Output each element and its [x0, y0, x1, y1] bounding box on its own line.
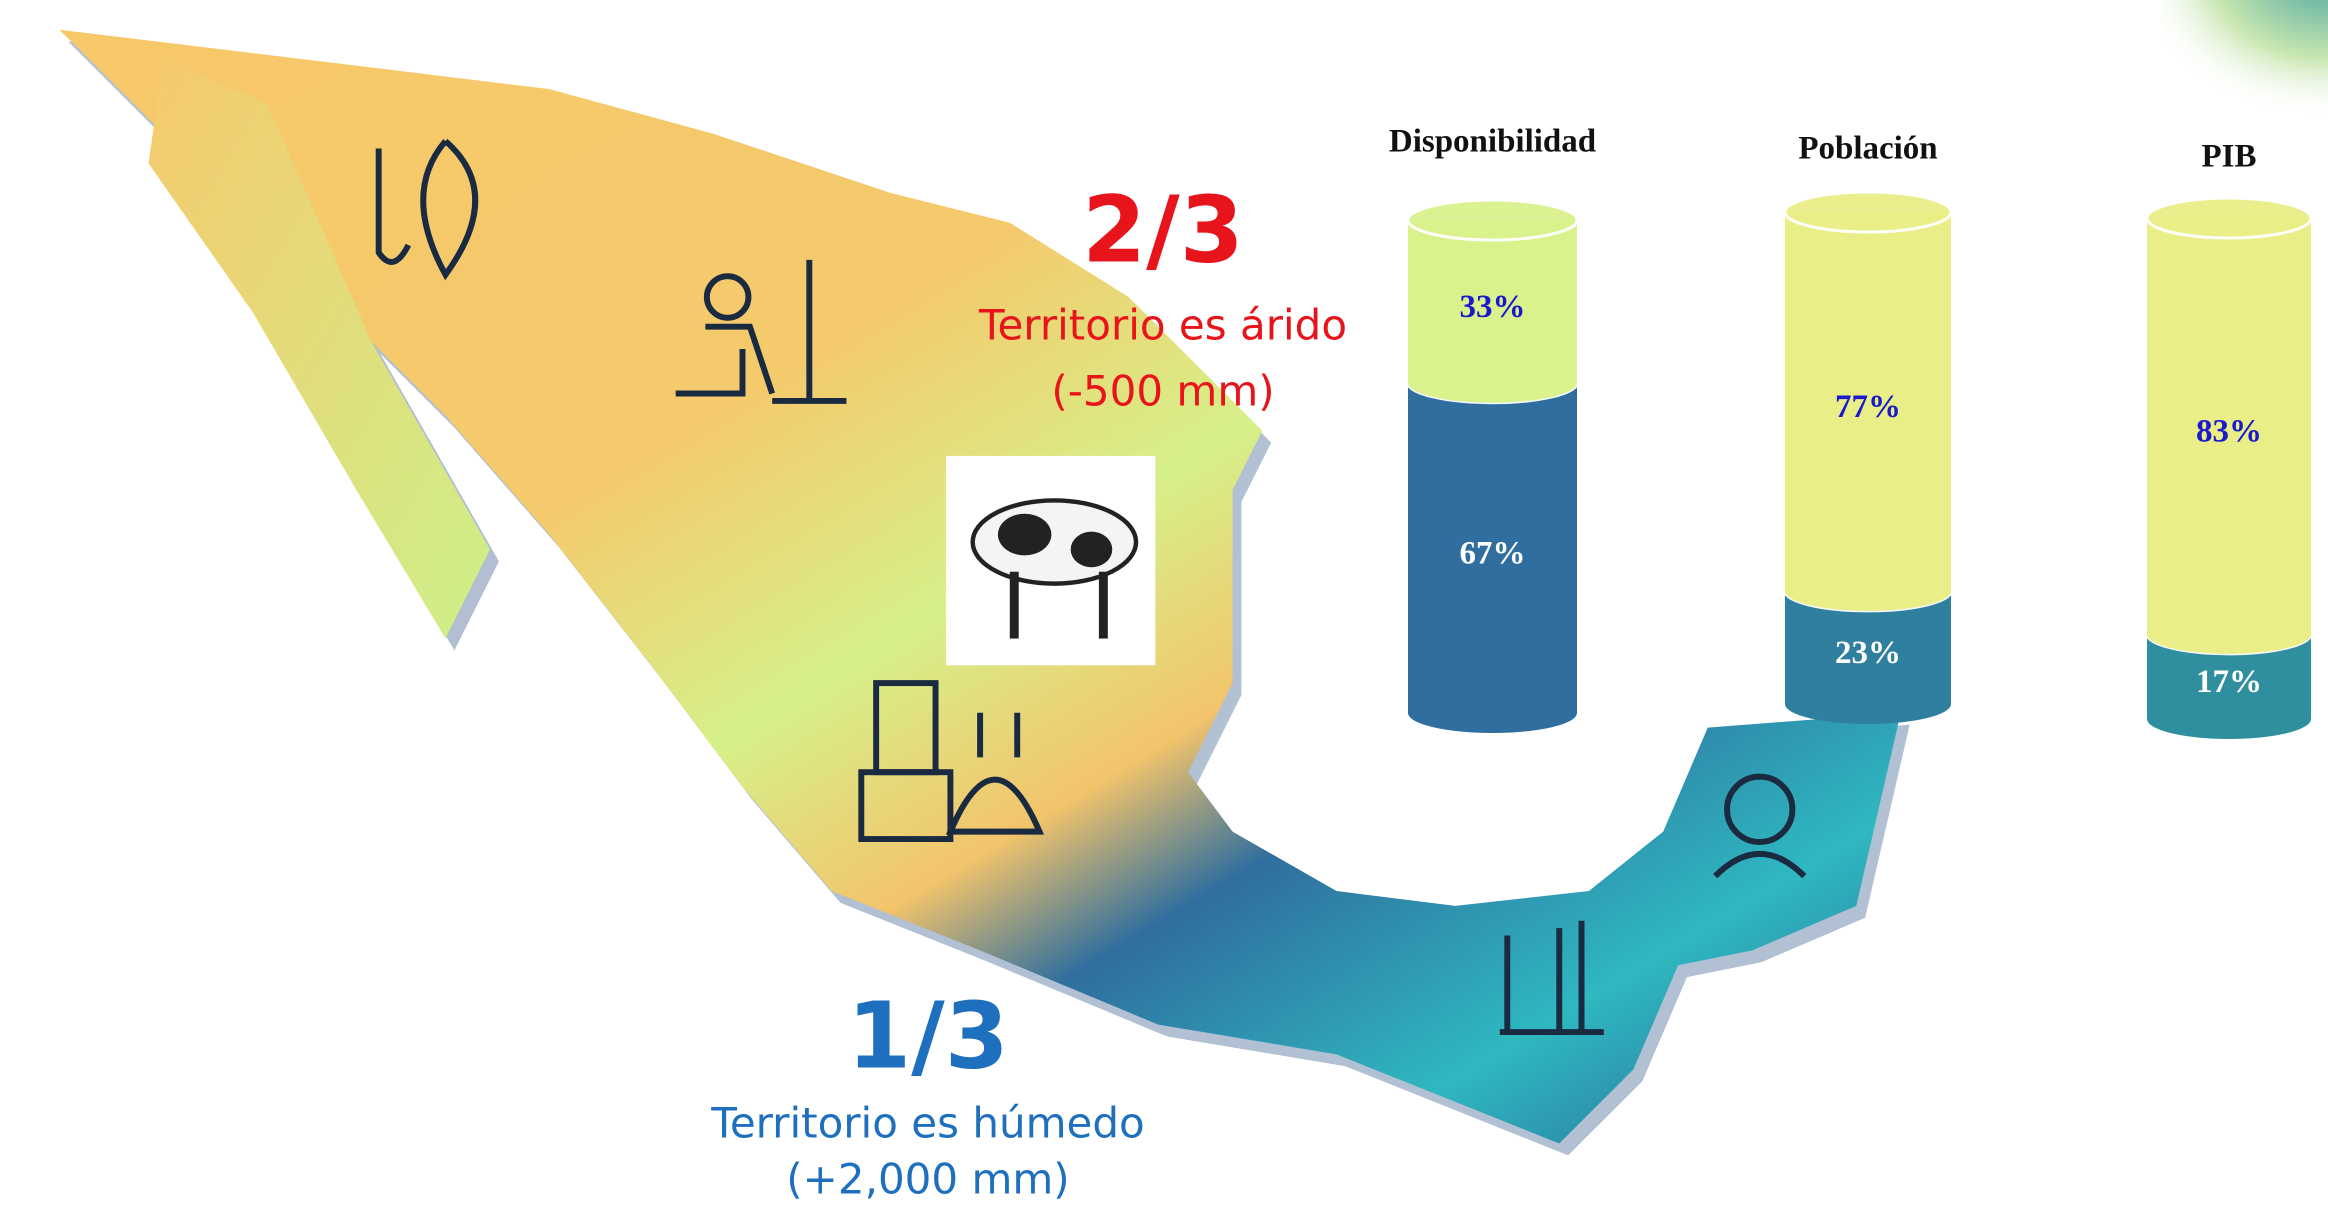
arid-note: (-500 mm) — [1051, 367, 1274, 416]
chart-title: PIB — [2201, 139, 2256, 175]
humid-note: (+2,000 mm) — [786, 1155, 1069, 1204]
arid-fraction: 2/3 — [1082, 176, 1244, 283]
cylinder-cap — [2147, 198, 2311, 238]
arid-label: Territorio es árido — [978, 301, 1347, 350]
chart-title: Disponibilidad — [1389, 124, 1596, 160]
value-label: 17% — [2196, 664, 2262, 700]
value-label: 77% — [1835, 389, 1901, 425]
cylinder-cap — [1785, 192, 1951, 232]
humid-label: Territorio es húmedo — [710, 1099, 1144, 1148]
cylinder-cap — [1408, 200, 1577, 240]
value-label: 23% — [1835, 635, 1901, 671]
value-label: 33% — [1460, 289, 1526, 325]
chart-title: Población — [1798, 131, 1937, 167]
page: 2/3 Territorio es árido (-500 mm) 1/3 Te… — [0, 0, 2328, 1207]
globe-decoration — [2160, 0, 2328, 120]
value-label: 67% — [1460, 535, 1526, 571]
infographic: 2/3 Territorio es árido (-500 mm) 1/3 Te… — [0, 0, 2328, 1207]
humid-fraction: 1/3 — [847, 982, 1009, 1089]
value-label: 83% — [2196, 413, 2262, 449]
